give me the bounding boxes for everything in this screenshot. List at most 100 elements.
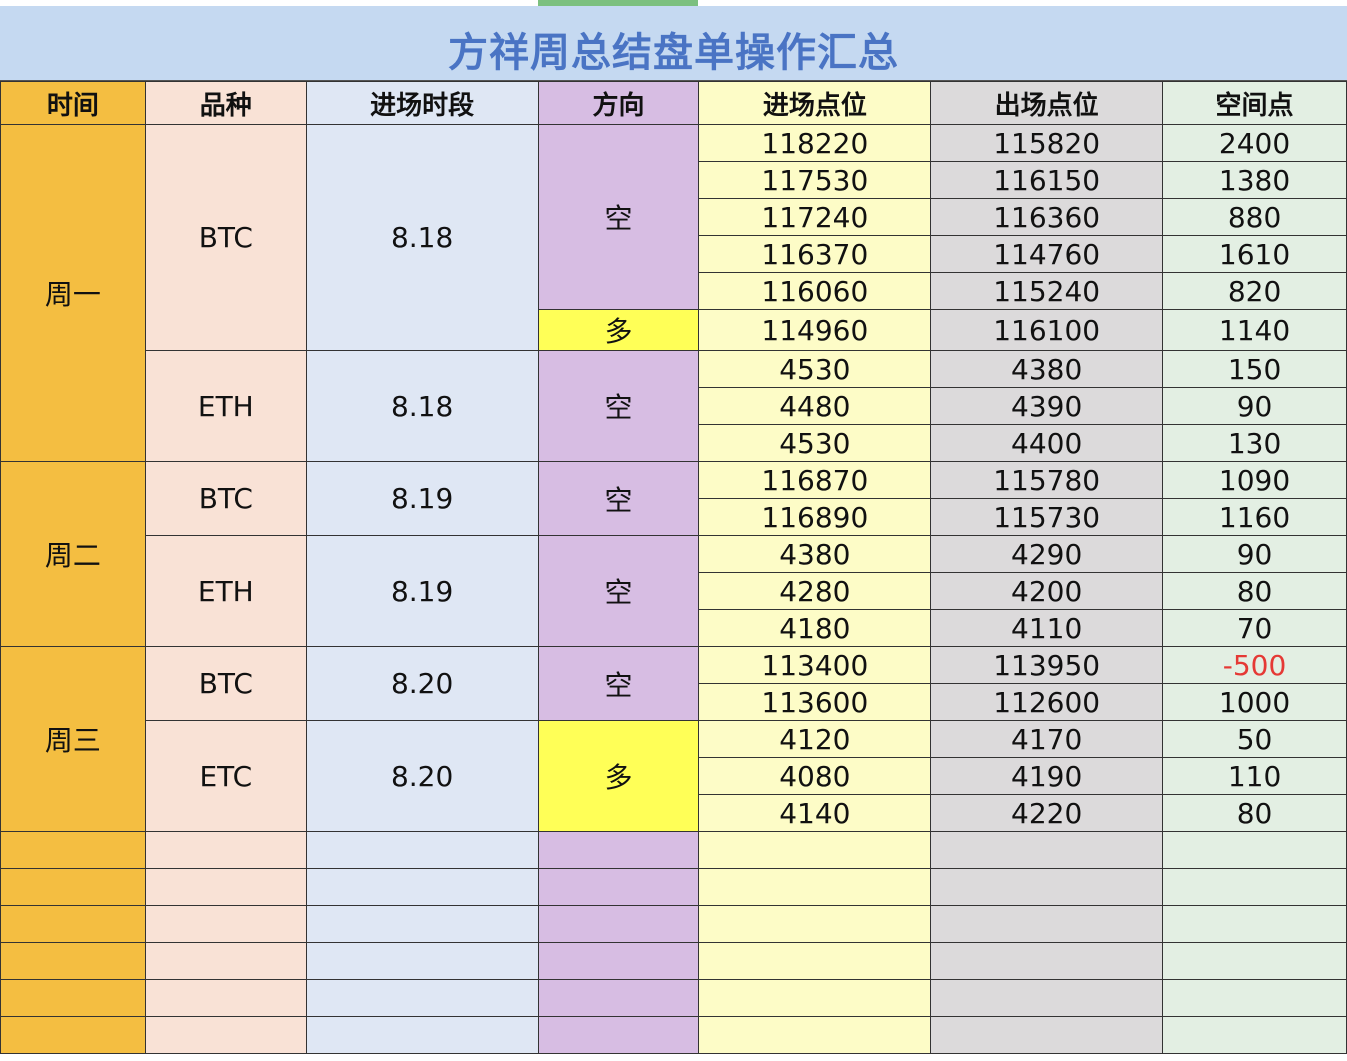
cell-space[interactable]: 1000: [1162, 683, 1347, 721]
cell-entry[interactable]: 4120: [698, 720, 932, 758]
cell-symbol[interactable]: BTC: [144, 124, 307, 351]
cell-direction[interactable]: 空: [537, 350, 700, 462]
empty-cell[interactable]: [537, 979, 700, 1017]
cell-entry[interactable]: 4530: [698, 424, 932, 462]
cell-space[interactable]: 2400: [1162, 124, 1347, 162]
header-kind[interactable]: 品种: [144, 81, 307, 125]
cell-space[interactable]: 90: [1162, 535, 1347, 573]
cell-direction[interactable]: 空: [537, 535, 700, 647]
empty-cell[interactable]: [144, 979, 307, 1017]
cell-direction[interactable]: 空: [537, 461, 700, 536]
cell-exit[interactable]: 115730: [930, 498, 1164, 536]
empty-cell[interactable]: [305, 868, 539, 906]
cell-symbol[interactable]: ETH: [144, 350, 307, 462]
cell-space[interactable]: 80: [1162, 794, 1347, 832]
cell-space[interactable]: 1140: [1162, 309, 1347, 351]
cell-exit[interactable]: 4380: [930, 350, 1164, 388]
empty-cell[interactable]: [537, 942, 700, 980]
cell-exit[interactable]: 112600: [930, 683, 1164, 721]
cell-period[interactable]: 8.18: [305, 350, 539, 462]
cell-exit[interactable]: 4170: [930, 720, 1164, 758]
cell-space[interactable]: 130: [1162, 424, 1347, 462]
empty-cell[interactable]: [698, 942, 932, 980]
cell-day[interactable]: 周二: [0, 461, 146, 647]
cell-space[interactable]: 110: [1162, 757, 1347, 795]
empty-cell[interactable]: [698, 868, 932, 906]
cell-entry[interactable]: 116890: [698, 498, 932, 536]
cell-direction[interactable]: 空: [537, 124, 700, 310]
cell-entry[interactable]: 4380: [698, 535, 932, 573]
cell-space[interactable]: 880: [1162, 198, 1347, 236]
empty-cell[interactable]: [305, 979, 539, 1017]
cell-exit[interactable]: 113950: [930, 646, 1164, 684]
cell-entry[interactable]: 114960: [698, 309, 932, 351]
cell-entry[interactable]: 116870: [698, 461, 932, 499]
empty-cell[interactable]: [930, 942, 1164, 980]
cell-day[interactable]: 周一: [0, 124, 146, 462]
empty-cell[interactable]: [0, 942, 146, 980]
cell-exit[interactable]: 115240: [930, 272, 1164, 310]
cell-entry[interactable]: 118220: [698, 124, 932, 162]
cell-exit[interactable]: 4390: [930, 387, 1164, 425]
cell-symbol[interactable]: BTC: [144, 646, 307, 721]
header-time[interactable]: 时间: [0, 81, 146, 125]
cell-exit[interactable]: 4290: [930, 535, 1164, 573]
cell-exit[interactable]: 115820: [930, 124, 1164, 162]
empty-cell[interactable]: [305, 942, 539, 980]
empty-cell[interactable]: [305, 831, 539, 869]
cell-entry[interactable]: 117530: [698, 161, 932, 199]
empty-cell[interactable]: [1162, 831, 1347, 869]
cell-symbol[interactable]: ETH: [144, 535, 307, 647]
empty-cell[interactable]: [1162, 979, 1347, 1017]
cell-direction[interactable]: 多: [537, 309, 700, 351]
empty-cell[interactable]: [1162, 868, 1347, 906]
cell-exit[interactable]: 4110: [930, 609, 1164, 647]
cell-direction[interactable]: 空: [537, 646, 700, 721]
empty-cell[interactable]: [305, 905, 539, 943]
cell-space[interactable]: 70: [1162, 609, 1347, 647]
empty-cell[interactable]: [698, 831, 932, 869]
empty-cell[interactable]: [1162, 942, 1347, 980]
cell-exit[interactable]: 116100: [930, 309, 1164, 351]
cell-entry[interactable]: 4280: [698, 572, 932, 610]
empty-cell[interactable]: [0, 905, 146, 943]
empty-cell[interactable]: [144, 868, 307, 906]
empty-cell[interactable]: [930, 979, 1164, 1017]
cell-entry[interactable]: 4140: [698, 794, 932, 832]
cell-symbol[interactable]: BTC: [144, 461, 307, 536]
cell-exit[interactable]: 4190: [930, 757, 1164, 795]
cell-space[interactable]: 820: [1162, 272, 1347, 310]
empty-cell[interactable]: [537, 905, 700, 943]
empty-cell[interactable]: [0, 1016, 146, 1054]
header-period[interactable]: 进场时段: [305, 81, 539, 125]
cell-exit[interactable]: 116150: [930, 161, 1164, 199]
empty-cell[interactable]: [537, 1016, 700, 1054]
cell-period[interactable]: 8.18: [305, 124, 539, 351]
cell-entry[interactable]: 117240: [698, 198, 932, 236]
cell-period[interactable]: 8.20: [305, 720, 539, 832]
empty-cell[interactable]: [537, 831, 700, 869]
cell-space[interactable]: 50: [1162, 720, 1347, 758]
cell-space[interactable]: 1160: [1162, 498, 1347, 536]
cell-period[interactable]: 8.19: [305, 461, 539, 536]
cell-exit[interactable]: 4220: [930, 794, 1164, 832]
empty-cell[interactable]: [930, 868, 1164, 906]
empty-cell[interactable]: [930, 831, 1164, 869]
cell-space[interactable]: 1380: [1162, 161, 1347, 199]
empty-cell[interactable]: [1162, 1016, 1347, 1054]
header-space[interactable]: 空间点: [1162, 81, 1347, 125]
cell-exit[interactable]: 115780: [930, 461, 1164, 499]
cell-exit[interactable]: 116360: [930, 198, 1164, 236]
cell-exit[interactable]: 4400: [930, 424, 1164, 462]
cell-period[interactable]: 8.19: [305, 535, 539, 647]
cell-space[interactable]: -500: [1162, 646, 1347, 684]
cell-symbol[interactable]: ETC: [144, 720, 307, 832]
empty-cell[interactable]: [144, 905, 307, 943]
empty-cell[interactable]: [0, 979, 146, 1017]
empty-cell[interactable]: [144, 831, 307, 869]
empty-cell[interactable]: [305, 1016, 539, 1054]
empty-cell[interactable]: [1162, 905, 1347, 943]
cell-day[interactable]: 周三: [0, 646, 146, 832]
empty-cell[interactable]: [930, 1016, 1164, 1054]
cell-entry[interactable]: 116060: [698, 272, 932, 310]
